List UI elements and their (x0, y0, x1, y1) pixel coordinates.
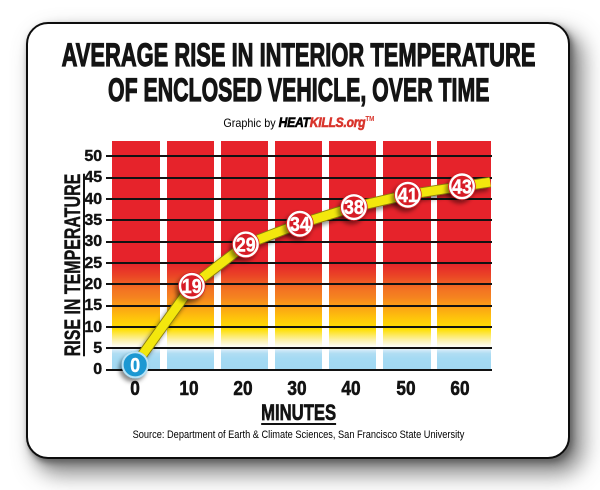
svg-text:29: 29 (236, 234, 256, 256)
svg-text:38: 38 (344, 197, 364, 219)
svg-text:34: 34 (290, 214, 310, 236)
svg-text:43: 43 (452, 176, 472, 198)
svg-text:19: 19 (182, 276, 202, 298)
svg-text:0: 0 (130, 355, 140, 377)
svg-text:41: 41 (398, 185, 418, 207)
